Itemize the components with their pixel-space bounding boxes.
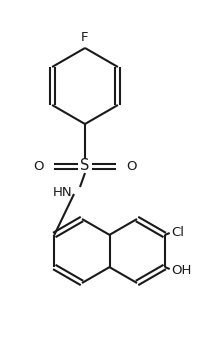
- Text: O: O: [126, 160, 136, 172]
- Text: S: S: [80, 159, 90, 173]
- Text: HN: HN: [52, 185, 72, 199]
- Text: Cl: Cl: [172, 225, 185, 239]
- Text: O: O: [33, 160, 44, 172]
- Text: OH: OH: [172, 263, 192, 276]
- Text: F: F: [81, 31, 89, 44]
